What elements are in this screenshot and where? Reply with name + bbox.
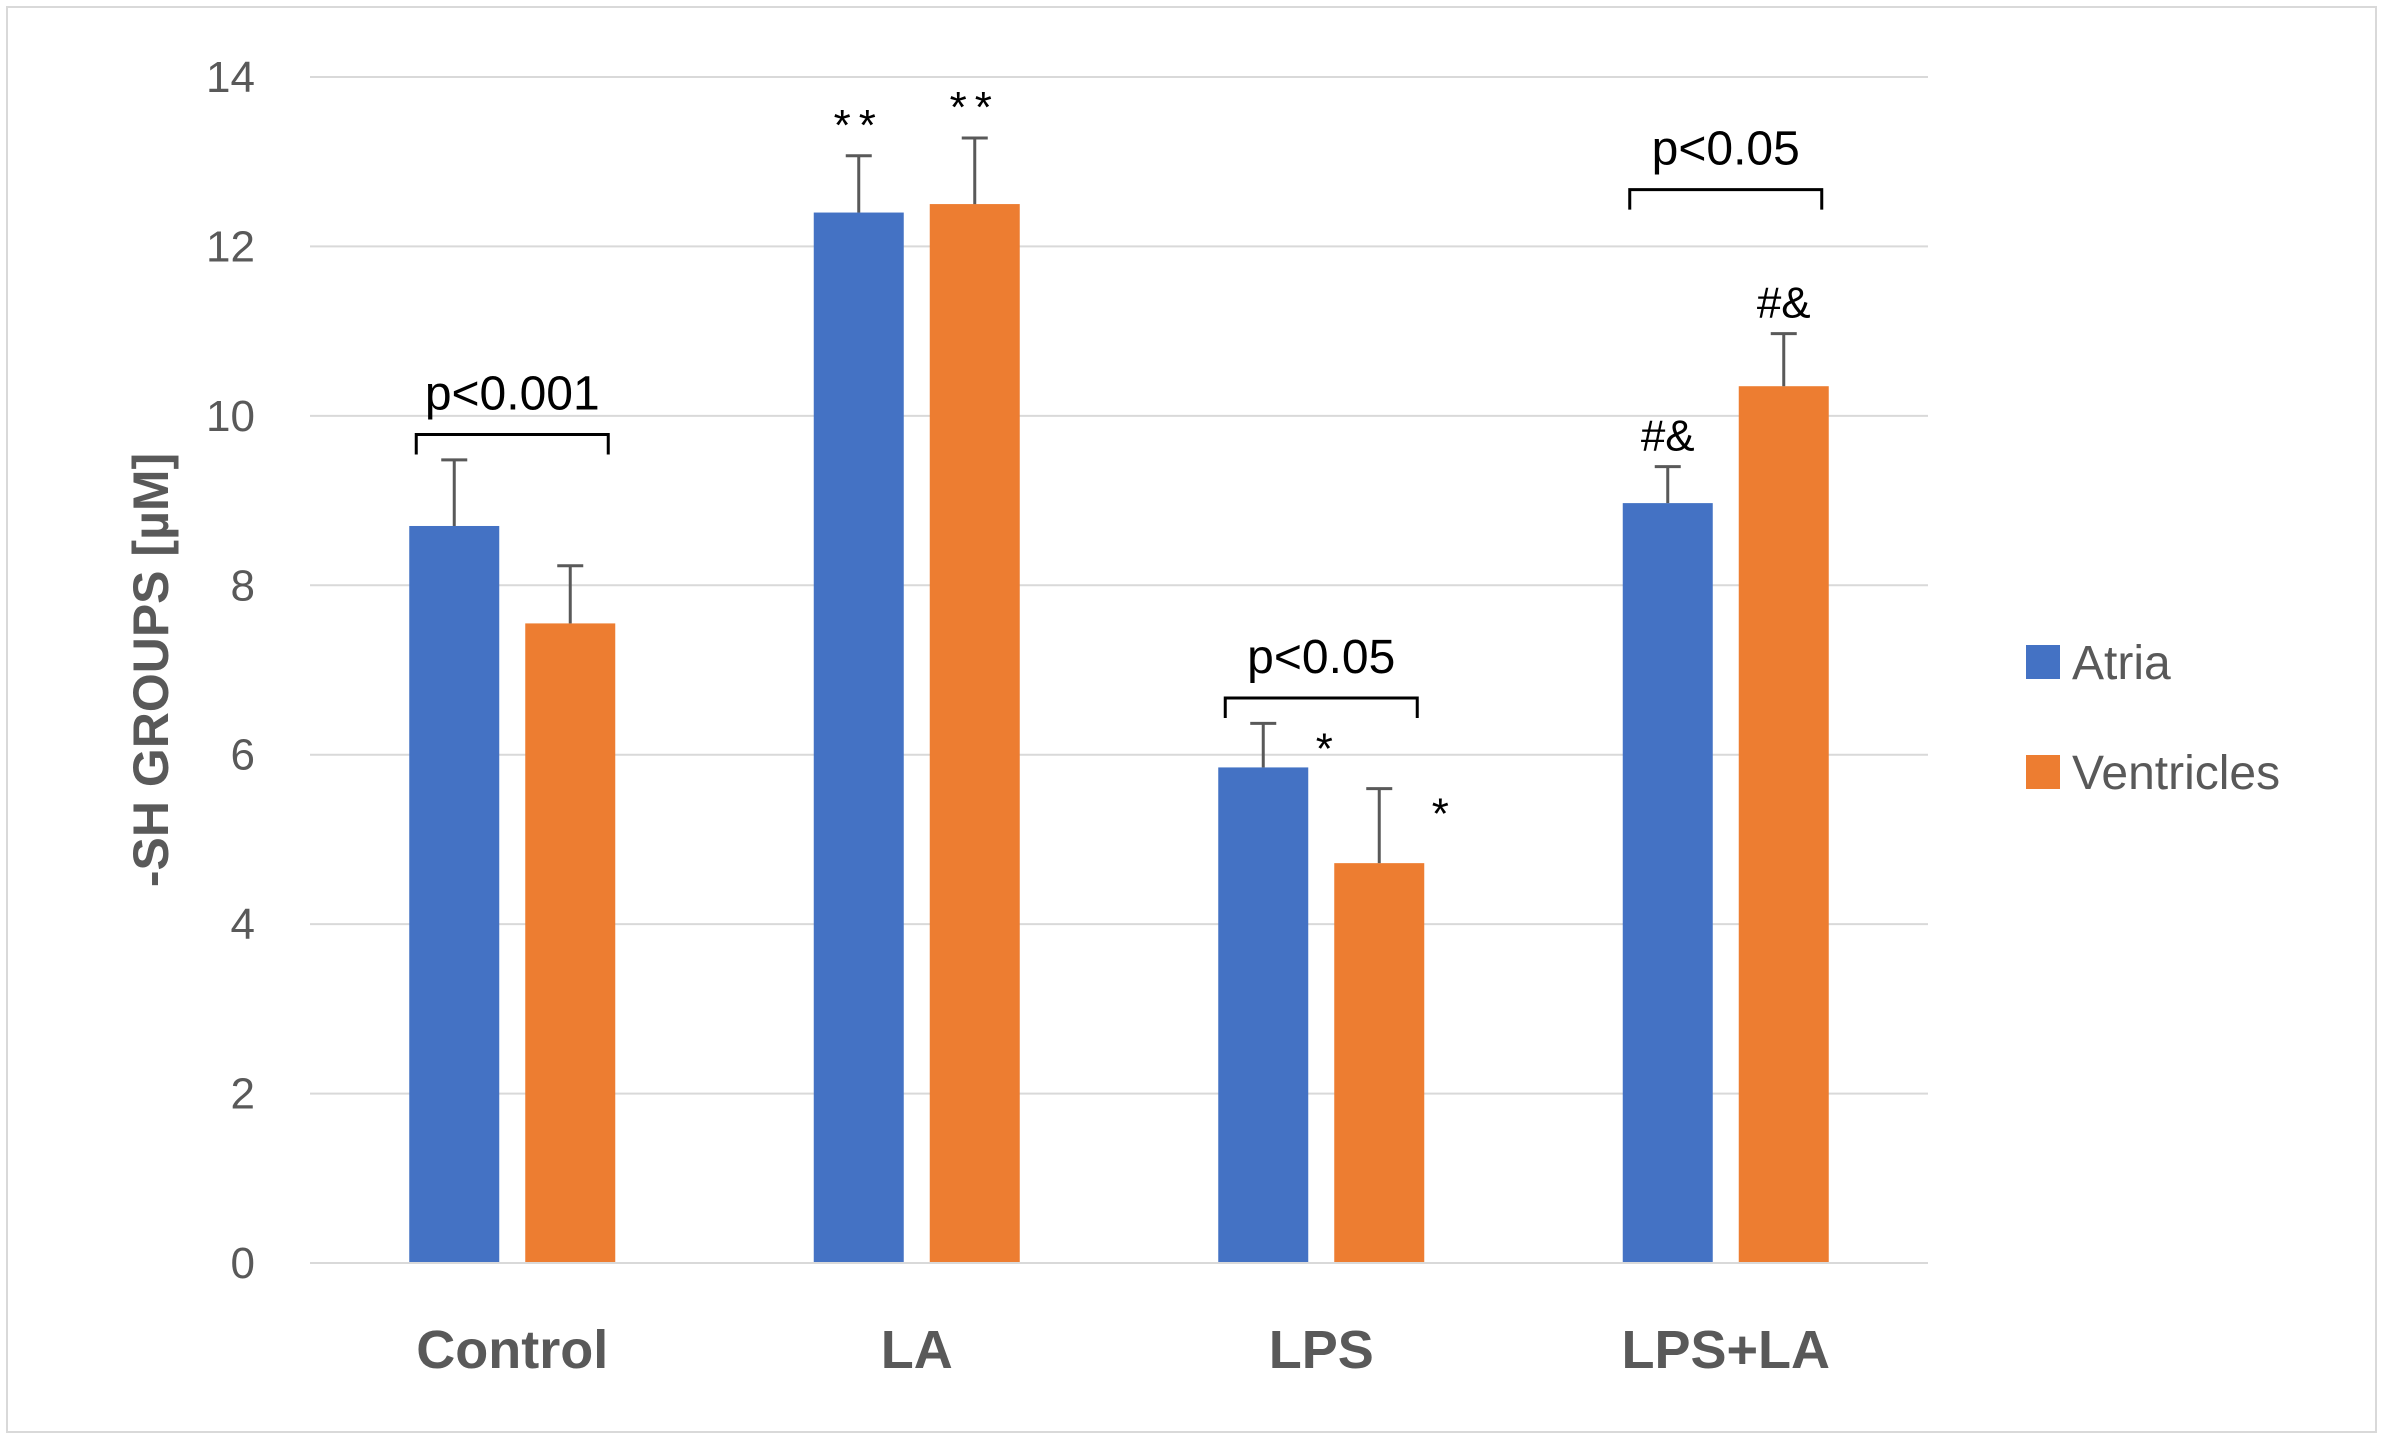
bar-ventricles-lps: [1334, 863, 1425, 1263]
bar-ventricles-control: [525, 623, 616, 1263]
p-value-label: p<0.001: [425, 367, 600, 420]
bar-atria-la: [813, 212, 904, 1264]
bar-ventricles-la: [929, 204, 1020, 1264]
y-tick-label: 14: [206, 53, 255, 102]
legend-swatch-ventricles: [2026, 755, 2060, 789]
significance-marker: #&: [1641, 412, 1695, 461]
legend-swatch-atria: [2026, 645, 2060, 679]
x-tick-label: LPS: [1269, 1320, 1374, 1380]
y-tick-label: 6: [231, 731, 255, 780]
y-tick-label: 0: [231, 1239, 255, 1288]
significance-marker: **: [834, 101, 884, 150]
significance-marker: *: [1432, 790, 1449, 839]
legend-label-atria: Atria: [2072, 637, 2171, 690]
chart-frame: [6, 6, 2377, 1433]
significance-bracket: [414, 432, 610, 455]
bar-atria-lps: [1218, 767, 1309, 1263]
bar-ventricles-lps+la: [1738, 386, 1829, 1263]
y-tick-label: 12: [206, 222, 255, 271]
p-value-label: p<0.05: [1247, 631, 1395, 684]
p-value-label: p<0.05: [1652, 123, 1800, 176]
significance-marker: #&: [1757, 279, 1811, 328]
error-bars: [441, 136, 1797, 864]
significance-brackets: p<0.001 p<0.05 p<0.05: [414, 123, 1824, 718]
x-tick-label: LA: [881, 1320, 953, 1380]
y-tick-label: 10: [206, 392, 255, 441]
y-tick-label: 4: [231, 900, 255, 949]
axes: 0 2 4 6 8 10 12 14 -SH GROUPS [µM] Control LA LPS LP…: [123, 53, 1928, 1380]
x-tick-label: LPS+LA: [1621, 1320, 1830, 1380]
bar-atria-lps+la: [1622, 503, 1713, 1263]
significance-marker: **: [950, 83, 1000, 132]
bars: [409, 204, 1829, 1264]
significance-marker: *: [1316, 724, 1333, 773]
annotations: ** ****#&#&: [834, 83, 1811, 839]
significance-bracket: [1223, 696, 1419, 718]
bar-atria-control: [409, 525, 500, 1263]
y-tick-label: 2: [231, 1070, 255, 1119]
legend-label-ventricles: Ventricles: [2072, 747, 2280, 800]
y-axis-title: -SH GROUPS [µM]: [123, 453, 179, 887]
y-tick-label: 8: [231, 561, 255, 610]
legend: Atria Ventricles: [2026, 637, 2280, 800]
significance-bracket: [1628, 188, 1824, 210]
x-tick-label: Control: [416, 1320, 608, 1380]
